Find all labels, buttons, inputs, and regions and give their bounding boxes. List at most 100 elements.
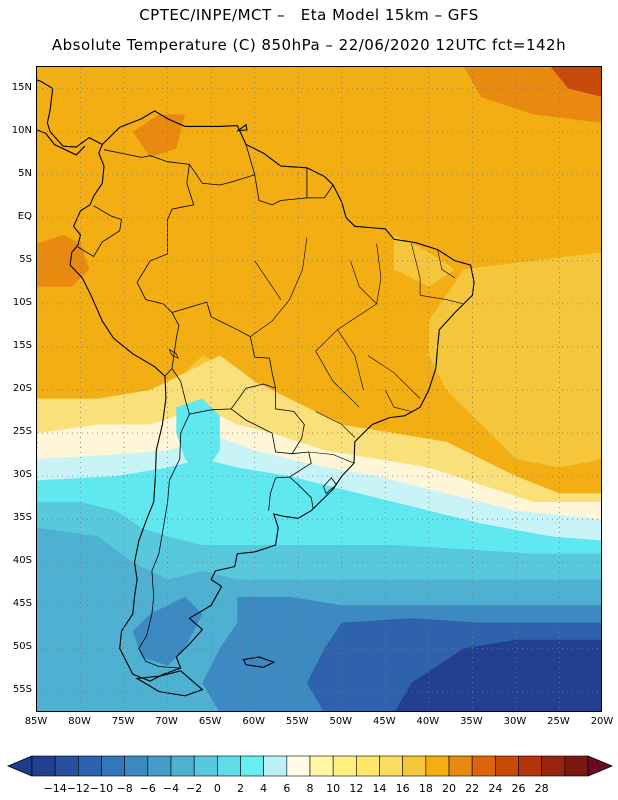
lon-tick-label: 30W <box>503 716 527 727</box>
lon-tick-label: 20W <box>590 716 614 727</box>
coast-central-america-pacific <box>37 129 86 156</box>
colorbar <box>6 755 614 777</box>
colorbar-tick-label: −6 <box>139 782 156 795</box>
state-border <box>337 329 364 391</box>
colorbar-bin <box>193 755 218 777</box>
lat-tick-label: 50S <box>12 641 32 653</box>
border-line <box>275 451 312 479</box>
lon-tick-label: 75W <box>111 716 135 727</box>
lat-tick-label: 45S <box>12 598 32 610</box>
lagoa-dos-patos <box>323 477 338 495</box>
state-border <box>315 351 360 408</box>
colorbar-bin <box>286 755 311 777</box>
lat-tick-label: 40S <box>12 555 32 567</box>
chart-subtitle: Absolute Temperature (C) 850hPa – 22/06/… <box>51 36 567 54</box>
border-line <box>268 477 276 511</box>
lat-tick-label: 35S <box>12 512 32 524</box>
lat-tick-label: 25S <box>12 426 32 438</box>
state-border <box>315 411 356 438</box>
colorbar-bin <box>170 755 195 777</box>
border-line <box>289 476 314 509</box>
band-caribbean-dark <box>132 114 185 158</box>
colorbar-under-arrow <box>6 755 33 777</box>
colorbar-bin <box>217 755 241 777</box>
state-border <box>411 243 421 296</box>
colorbar-bin <box>495 755 519 777</box>
colorbar-bin <box>471 755 496 777</box>
colorbar-bin <box>518 755 542 777</box>
temperature-field <box>37 67 601 711</box>
lat-tick-label: 10S <box>12 296 32 308</box>
lon-tick-label: 25W <box>547 716 570 727</box>
colorbar-bin <box>379 755 403 777</box>
colorbar-tick-label: −4 <box>162 782 180 795</box>
colorbar-tick-label: 18 <box>418 782 433 795</box>
colorbar-tick-label: 24 <box>488 782 503 795</box>
colorbar-tick-label: 16 <box>395 782 410 795</box>
lon-tick-label: 80W <box>68 716 91 727</box>
colorbar-bin <box>240 755 264 777</box>
colorbar-bin <box>332 755 357 777</box>
coast-trinidad <box>236 123 248 132</box>
lake-titicaca <box>168 348 179 359</box>
state-border <box>289 237 308 300</box>
colorbar-tick-label: 26 <box>511 782 526 795</box>
temperature-map[interactable] <box>37 67 602 712</box>
colorbar-bin <box>356 755 380 777</box>
colorbar-tick-label: 20 <box>442 782 456 795</box>
state-border <box>437 249 456 279</box>
colorbar-bin <box>31 755 56 777</box>
colorbar-tick-label: 22 <box>465 782 480 795</box>
colorbar-bin <box>263 755 288 777</box>
state-border <box>367 355 421 399</box>
lon-tick-label: 50W <box>329 716 353 727</box>
colorbar-tick-label: 0 <box>213 782 221 795</box>
lat-tick-label: 5N <box>18 167 32 179</box>
colorbar-tick-label: −12 <box>66 782 90 795</box>
state-border <box>250 299 290 337</box>
colorbar-tick-label: −10 <box>89 782 114 795</box>
lat-tick-label: 55S <box>12 684 32 696</box>
colorbar-bin <box>309 755 334 777</box>
colorbar-bin <box>124 755 149 777</box>
colorbar-bin <box>101 755 125 777</box>
band-ne-brazil-light <box>394 235 455 287</box>
lat-tick-label: 30S <box>12 469 32 481</box>
border-line <box>306 184 334 199</box>
border-line <box>77 205 122 258</box>
lon-tick-label: 65W <box>198 716 222 727</box>
border-line <box>171 368 276 415</box>
lat-tick-label: EQ <box>17 210 32 222</box>
state-border <box>254 260 282 300</box>
lon-tick-label: 70W <box>155 716 178 727</box>
map-panel[interactable] <box>36 66 602 712</box>
coast-falklands <box>242 656 276 668</box>
country-borders <box>77 144 464 669</box>
colorbar-tick-label: 6 <box>283 782 291 795</box>
coast-central-america <box>37 79 103 148</box>
colorbar-tick-label: 28 <box>534 782 549 795</box>
colorbar-tick-label: 4 <box>260 782 268 795</box>
state-border <box>350 260 377 305</box>
border-line <box>189 144 256 186</box>
band-atlantic-light <box>428 252 601 468</box>
coastlines <box>37 79 475 697</box>
lon-tick-label: 55W <box>285 716 309 727</box>
border-line <box>138 413 190 669</box>
colorbar-tick-label: 2 <box>237 782 244 795</box>
colorbar-tick-label: 12 <box>349 782 364 795</box>
colorbar-bin <box>448 755 473 777</box>
lat-tick-label: 5S <box>19 253 32 265</box>
lon-tick-label: 40W <box>416 716 440 727</box>
lon-tick-label: 45W <box>372 716 396 727</box>
colorbar-bin <box>78 755 102 777</box>
state-border <box>420 295 464 305</box>
band-ne-hot <box>550 67 601 97</box>
lat-tick-label: 10N <box>11 124 32 136</box>
colorbar-bin <box>402 755 427 777</box>
colorbar-bin <box>425 755 450 777</box>
colorbar-tick-label: 8 <box>306 782 314 795</box>
lat-tick-label: 15N <box>11 81 32 93</box>
state-border <box>308 451 355 464</box>
state-border <box>385 389 412 412</box>
